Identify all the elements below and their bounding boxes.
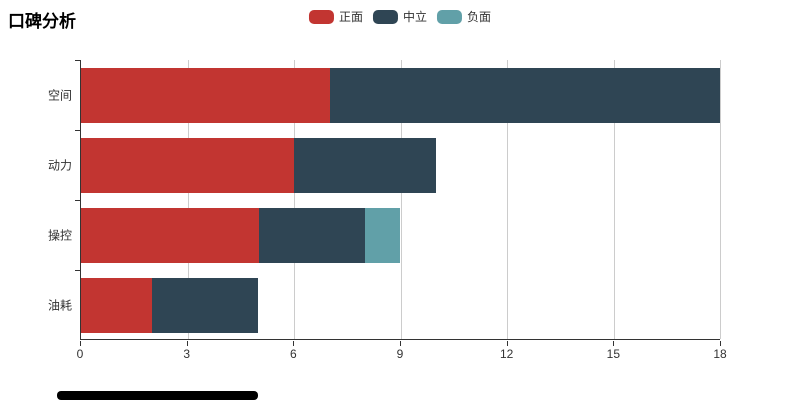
gridline [400, 60, 402, 339]
y-axis-category-label: 操控 [47, 228, 72, 243]
legend-marker-icon [437, 9, 463, 24]
legend-item-2[interactable]: 中立 [372, 8, 428, 25]
x-axis-label: 18 [713, 347, 727, 361]
legend: 正面 中立 负面 [308, 8, 491, 25]
legend-marker-icon [372, 9, 398, 24]
y-axis-category-label: 动力 [47, 158, 72, 173]
gridline [613, 60, 615, 339]
legend-item-1[interactable]: 正面 [308, 8, 363, 25]
bar-segment-中立[interactable] [329, 67, 720, 123]
bar-row-操控 [81, 207, 720, 263]
bar-segment-中立[interactable] [258, 207, 365, 263]
x-axis-label: 0 [76, 347, 84, 361]
x-axis-label: 3 [183, 347, 190, 361]
footer-bar [57, 391, 258, 400]
bar-segment-正面[interactable] [81, 137, 294, 193]
x-axis-label: 6 [289, 347, 297, 361]
x-axis-tick [506, 341, 508, 346]
bar-segment-正面[interactable] [81, 277, 152, 333]
y-axis-tick [75, 130, 80, 131]
legend-label: 负面 [467, 10, 492, 24]
bar-segment-中立[interactable] [151, 277, 259, 333]
bar-row-空间 [81, 67, 720, 123]
legend-label: 正面 [338, 10, 363, 24]
x-axis-tick [720, 341, 721, 346]
x-axis-tick [613, 341, 615, 346]
y-axis-tick [75, 60, 80, 61]
gridline [187, 60, 189, 339]
x-axis-label: 9 [396, 347, 404, 361]
bar-segment-正面[interactable] [81, 67, 330, 123]
y-axis-tick [75, 270, 80, 271]
x-axis-label: 15 [606, 347, 621, 361]
gridline [294, 60, 295, 339]
bar-row-油耗 [81, 277, 720, 333]
bar-segment-负面[interactable] [365, 207, 401, 263]
y-axis-category-label: 空间 [47, 88, 72, 103]
legend-item-3[interactable]: 负面 [437, 8, 491, 25]
bar-segment-正面[interactable] [81, 207, 259, 263]
bar-row-动力 [81, 137, 720, 193]
chart-title: 口碑分析 [8, 12, 76, 31]
legend-label: 中立 [402, 10, 428, 24]
x-axis-tick [186, 341, 188, 346]
plot-area [80, 60, 721, 340]
x-axis-tick [400, 341, 401, 346]
y-axis-category-label: 油耗 [47, 298, 72, 313]
gridline [507, 60, 508, 339]
y-axis-tick [75, 200, 80, 201]
legend-marker-icon [308, 9, 334, 24]
x-axis-tick [80, 341, 81, 346]
bar-segment-中立[interactable] [294, 137, 436, 193]
x-axis-label: 12 [499, 347, 514, 361]
gridline [720, 60, 721, 339]
x-axis-tick [293, 341, 295, 346]
